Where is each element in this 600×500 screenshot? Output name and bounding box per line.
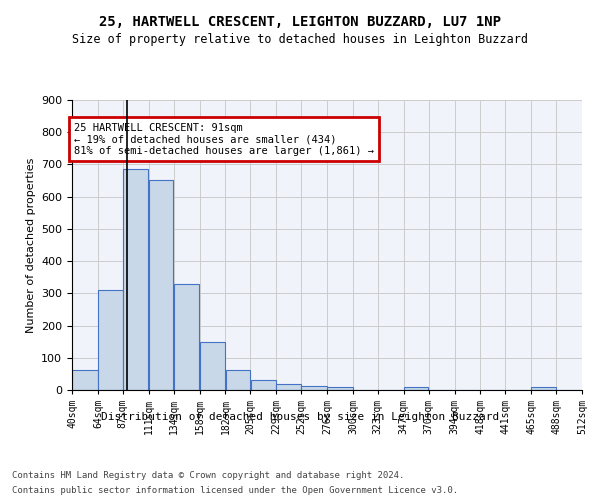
- Bar: [98, 290, 122, 390]
- Bar: [149, 180, 173, 390]
- Bar: [174, 284, 199, 390]
- Bar: [72, 370, 98, 390]
- Text: Size of property relative to detached houses in Leighton Buzzard: Size of property relative to detached ho…: [72, 32, 528, 46]
- Bar: [327, 387, 353, 390]
- Text: Distribution of detached houses by size in Leighton Buzzard: Distribution of detached houses by size …: [101, 412, 499, 422]
- Bar: [404, 387, 428, 390]
- Bar: [301, 386, 327, 390]
- Text: 25 HARTWELL CRESCENT: 91sqm
← 19% of detached houses are smaller (434)
81% of se: 25 HARTWELL CRESCENT: 91sqm ← 19% of det…: [74, 122, 374, 156]
- Bar: [123, 168, 148, 390]
- Bar: [277, 384, 301, 390]
- Text: Contains public sector information licensed under the Open Government Licence v3: Contains public sector information licen…: [12, 486, 458, 495]
- Bar: [200, 342, 225, 390]
- Bar: [251, 380, 276, 390]
- Bar: [226, 370, 250, 390]
- Text: Contains HM Land Registry data © Crown copyright and database right 2024.: Contains HM Land Registry data © Crown c…: [12, 471, 404, 480]
- Y-axis label: Number of detached properties: Number of detached properties: [26, 158, 35, 332]
- Text: 25, HARTWELL CRESCENT, LEIGHTON BUZZARD, LU7 1NP: 25, HARTWELL CRESCENT, LEIGHTON BUZZARD,…: [99, 15, 501, 29]
- Bar: [532, 388, 556, 390]
